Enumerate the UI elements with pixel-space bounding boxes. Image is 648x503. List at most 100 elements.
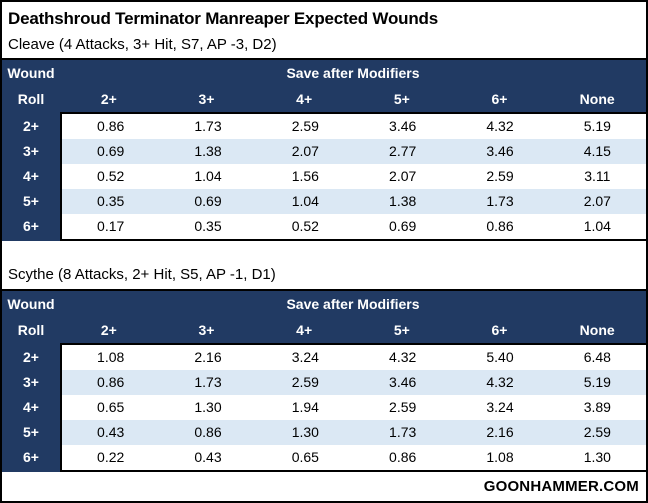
value-cell: 1.94: [291, 399, 319, 415]
data-grid: 0.86 1.73 2.59 3.46 4.32 5.19 0.69 1.38 2.07 2.77…: [60, 112, 646, 241]
value-cell: 0.65: [291, 449, 319, 465]
table-spacer: [2, 241, 646, 263]
column-header: 2+: [100, 322, 117, 338]
value-cell: 1.08: [486, 449, 514, 465]
weapon-profile-scythe: Scythe (8 Attacks, 2+ Hit, S5, AP -1, D1…: [8, 266, 276, 283]
header-row-columns: Roll 2+ 3+ 4+ 5+ 6+ None: [2, 86, 646, 112]
wound-header-line1: Wound: [7, 65, 55, 81]
value-cell: 4.32: [389, 349, 417, 365]
table-header: Wound Save after Modifiers Roll 2+ 3+ 4+ 5+ 6+ N…: [2, 60, 646, 112]
value-cell: 4.32: [486, 118, 514, 134]
value-cell: 1.38: [389, 193, 417, 209]
value-cell: 1.73: [194, 118, 222, 134]
column-header: None: [579, 322, 615, 338]
table-row: 1.08 2.16 3.24 4.32 5.40 6.48: [62, 345, 646, 370]
row-label: 4+: [23, 168, 39, 184]
column-header: 4+: [296, 322, 313, 338]
value-cell: 4.32: [486, 374, 514, 390]
value-cell: 2.07: [389, 168, 417, 184]
row-label: 3+: [23, 374, 39, 390]
row-label: 2+: [23, 349, 39, 365]
wound-header-line2: Roll: [17, 91, 45, 107]
row-label: 4+: [23, 399, 39, 415]
value-cell: 4.15: [583, 143, 611, 159]
table-row: 0.43 0.86 1.30 1.73 2.16 2.59: [62, 420, 646, 445]
header-row-group: Wound Save after Modifiers: [2, 60, 646, 86]
table-row: 0.69 1.38 2.07 2.77 3.46 4.15: [62, 139, 646, 164]
column-header: None: [579, 91, 615, 107]
table-body: 2+ 3+ 4+ 5+ 6+ 0.86 1.73 2.59 3.46 4.32 5.19 0.69 1.…: [2, 112, 646, 241]
value-cell: 1.30: [194, 399, 222, 415]
cleave-wounds-table: Wound Save after Modifiers Roll 2+ 3+ 4+ 5+ 6+ N…: [2, 60, 646, 241]
header-row-group: Wound Save after Modifiers: [2, 291, 646, 317]
value-cell: 0.35: [97, 193, 125, 209]
value-cell: 5.19: [583, 374, 611, 390]
weapon-profile-cleave: Cleave (4 Attacks, 3+ Hit, S7, AP -3, D2…: [8, 36, 277, 53]
value-cell: 2.59: [291, 374, 319, 390]
column-header: 2+: [100, 91, 117, 107]
table-row: 0.52 1.04 1.56 2.07 2.59 3.11: [62, 164, 646, 189]
value-cell: 3.11: [584, 168, 611, 184]
value-cell: 2.59: [583, 424, 611, 440]
column-header: 4+: [296, 91, 313, 107]
value-cell: 0.22: [97, 449, 125, 465]
row-label: 6+: [23, 218, 39, 234]
value-cell: 0.86: [486, 218, 514, 234]
column-header: 3+: [198, 91, 215, 107]
value-cell: 0.17: [97, 218, 125, 234]
column-header: 5+: [393, 322, 410, 338]
value-cell: 3.24: [486, 399, 514, 415]
value-cell: 1.73: [389, 424, 417, 440]
value-cell: 6.48: [583, 349, 611, 365]
value-cell: 0.52: [97, 168, 125, 184]
row-label-column: 2+ 3+ 4+ 5+ 6+: [2, 343, 60, 472]
data-grid: 1.08 2.16 3.24 4.32 5.40 6.48 0.86 1.73 2.59 3.46…: [60, 343, 646, 472]
value-cell: 3.46: [486, 143, 514, 159]
value-cell: 1.04: [583, 218, 611, 234]
value-cell: 0.43: [97, 424, 125, 440]
row-label: 2+: [23, 118, 39, 134]
value-cell: 0.69: [194, 193, 222, 209]
wound-header-line1: Wound: [7, 296, 55, 312]
value-cell: 1.04: [291, 193, 319, 209]
value-cell: 5.19: [583, 118, 611, 134]
save-after-modifiers-header: Save after Modifiers: [286, 65, 420, 81]
value-cell: 1.30: [583, 449, 611, 465]
column-header: 3+: [198, 322, 215, 338]
value-cell: 0.86: [97, 118, 125, 134]
row-label: 5+: [23, 424, 39, 440]
column-header: 6+: [491, 91, 508, 107]
value-cell: 0.86: [389, 449, 417, 465]
value-cell: 1.73: [486, 193, 514, 209]
header-row-columns: Roll 2+ 3+ 4+ 5+ 6+ None: [2, 317, 646, 343]
value-cell: 1.56: [291, 168, 319, 184]
value-cell: 0.65: [97, 399, 125, 415]
wound-header-line2: Roll: [17, 322, 45, 338]
value-cell: 5.40: [486, 349, 514, 365]
table-header: Wound Save after Modifiers Roll 2+ 3+ 4+ 5+ 6+ N…: [2, 291, 646, 343]
value-cell: 2.77: [389, 143, 417, 159]
value-cell: 2.07: [291, 143, 319, 159]
value-cell: 2.07: [583, 193, 611, 209]
table-body: 2+ 3+ 4+ 5+ 6+ 1.08 2.16 3.24 4.32 5.40 6.48 0.86 1.…: [2, 343, 646, 472]
column-header: 5+: [393, 91, 410, 107]
value-cell: 0.86: [194, 424, 222, 440]
table-row: 0.17 0.35 0.52 0.69 0.86 1.04: [62, 214, 646, 239]
footer-bar: GOONHAMMER.COM: [2, 472, 646, 501]
site-credit: GOONHAMMER.COM: [483, 478, 639, 495]
value-cell: 2.59: [389, 399, 417, 415]
value-cell: 1.38: [194, 143, 222, 159]
value-cell: 0.43: [194, 449, 222, 465]
row-label: 3+: [23, 143, 39, 159]
value-cell: 3.46: [389, 118, 417, 134]
value-cell: 1.04: [194, 168, 222, 184]
value-cell: 0.35: [194, 218, 222, 234]
page-title: Deathshroud Terminator Manreaper Expecte…: [8, 9, 438, 28]
value-cell: 2.59: [291, 118, 319, 134]
row-label: 5+: [23, 193, 39, 209]
value-cell: 3.24: [291, 349, 319, 365]
row-label-column: 2+ 3+ 4+ 5+ 6+: [2, 112, 60, 241]
value-cell: 3.89: [583, 399, 611, 415]
save-after-modifiers-header: Save after Modifiers: [286, 296, 420, 312]
